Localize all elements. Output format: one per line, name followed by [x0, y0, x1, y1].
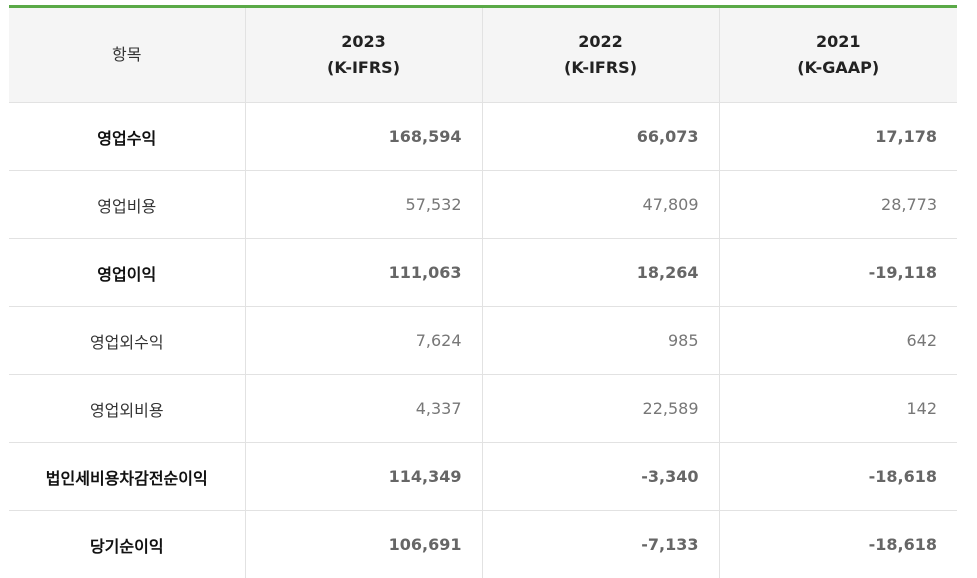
value-cell-2023: 111,063 — [245, 239, 482, 307]
row-label: 영업비용 — [9, 171, 245, 239]
header-year-label: 2022 — [483, 29, 719, 55]
row-label: 당기순이익 — [9, 511, 245, 578]
financial-table-container: 항목 2023 (K-IFRS) 2022 (K-IFRS) 2021 (K-G… — [9, 5, 957, 578]
value-cell-2022: 18,264 — [482, 239, 719, 307]
header-year-2022: 2022 (K-IFRS) — [482, 7, 719, 103]
header-row: 항목 2023 (K-IFRS) 2022 (K-IFRS) 2021 (K-G… — [9, 7, 957, 103]
value-cell-2021: -18,618 — [719, 511, 957, 578]
row-label: 영업이익 — [9, 239, 245, 307]
table-header: 항목 2023 (K-IFRS) 2022 (K-IFRS) 2021 (K-G… — [9, 7, 957, 103]
value-cell-2022: 47,809 — [482, 171, 719, 239]
value-cell-2023: 7,624 — [245, 307, 482, 375]
value-cell-2022: -3,340 — [482, 443, 719, 511]
value-cell-2022: -7,133 — [482, 511, 719, 578]
value-cell-2023: 114,349 — [245, 443, 482, 511]
value-cell-2021: -19,118 — [719, 239, 957, 307]
financial-summary-table: 항목 2023 (K-IFRS) 2022 (K-IFRS) 2021 (K-G… — [9, 5, 957, 578]
row-label: 영업수익 — [9, 103, 245, 171]
row-label: 영업외수익 — [9, 307, 245, 375]
header-year-2021: 2021 (K-GAAP) — [719, 7, 957, 103]
value-cell-2023: 106,691 — [245, 511, 482, 578]
header-year-label: 2021 — [720, 29, 958, 55]
value-cell-2023: 168,594 — [245, 103, 482, 171]
header-year-label: 2023 — [246, 29, 482, 55]
value-cell-2021: 17,178 — [719, 103, 957, 171]
value-cell-2022: 66,073 — [482, 103, 719, 171]
row-label: 법인세비용차감전순이익 — [9, 443, 245, 511]
value-cell-2022: 22,589 — [482, 375, 719, 443]
value-cell-2021: 28,773 — [719, 171, 957, 239]
value-cell-2021: -18,618 — [719, 443, 957, 511]
value-cell-2021: 142 — [719, 375, 957, 443]
value-cell-2021: 642 — [719, 307, 957, 375]
row-label: 영업외비용 — [9, 375, 245, 443]
header-standard-label: (K-IFRS) — [483, 55, 719, 81]
header-item-label: 항목 — [9, 42, 245, 68]
value-cell-2023: 4,337 — [245, 375, 482, 443]
header-standard-label: (K-IFRS) — [246, 55, 482, 81]
header-year-2023: 2023 (K-IFRS) — [245, 7, 482, 103]
value-cell-2022: 985 — [482, 307, 719, 375]
header-item: 항목 — [9, 7, 245, 103]
header-standard-label: (K-GAAP) — [720, 55, 958, 81]
value-cell-2023: 57,532 — [245, 171, 482, 239]
